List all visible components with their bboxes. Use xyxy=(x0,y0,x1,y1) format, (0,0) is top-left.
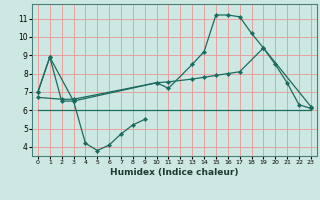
X-axis label: Humidex (Indice chaleur): Humidex (Indice chaleur) xyxy=(110,168,239,177)
